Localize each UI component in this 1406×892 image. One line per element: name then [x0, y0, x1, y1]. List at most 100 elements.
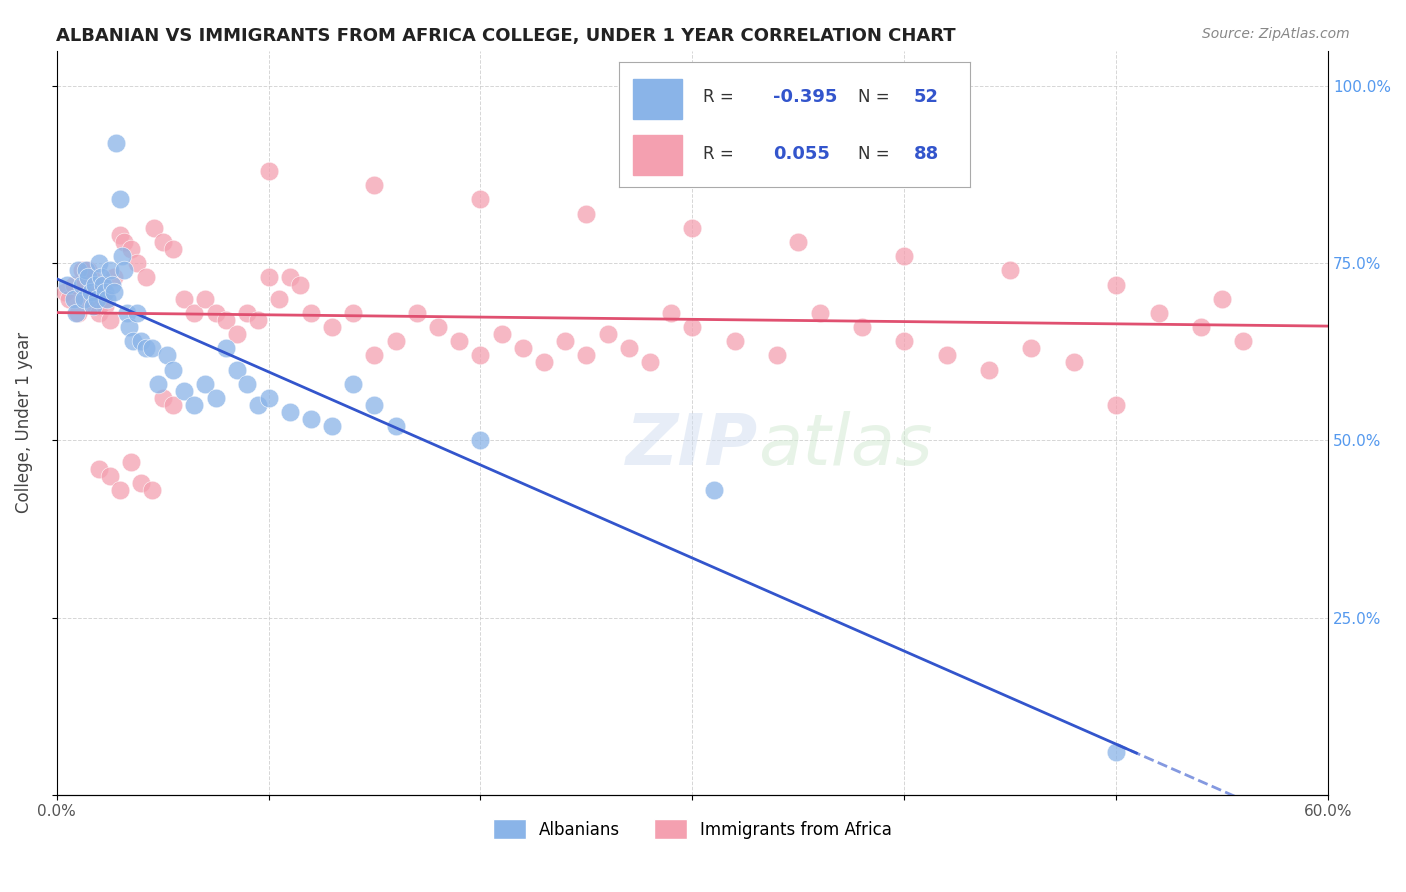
Point [617, 341, 640, 355]
Point [75, 292, 97, 306]
Point [62, 292, 84, 306]
Text: R =: R = [703, 145, 744, 162]
Point [108, 227, 131, 242]
Point [152, 391, 174, 405]
Point [73, 277, 96, 292]
Point [470, 348, 492, 362]
Point [1105, 277, 1128, 292]
Point [1063, 355, 1085, 369]
Point [491, 327, 513, 342]
Point [194, 292, 217, 306]
Point [299, 412, 322, 426]
Point [79, 285, 101, 299]
Point [87, 256, 110, 270]
Point [1189, 320, 1212, 334]
Point [83, 299, 105, 313]
Point [512, 341, 534, 355]
Point [127, 256, 149, 270]
Point [470, 434, 492, 448]
Point [83, 277, 105, 292]
Point [115, 306, 138, 320]
Point [65, 306, 87, 320]
Point [533, 355, 555, 369]
Point [162, 242, 184, 256]
Text: atlas: atlas [758, 410, 932, 480]
Point [269, 292, 291, 306]
Y-axis label: College, Under 1 year: College, Under 1 year [15, 332, 32, 513]
Point [204, 391, 226, 405]
Point [575, 348, 598, 362]
Point [58, 292, 80, 306]
Point [681, 220, 703, 235]
Point [152, 235, 174, 249]
Point [215, 341, 238, 355]
Point [173, 292, 195, 306]
Point [1211, 292, 1233, 306]
Point [98, 313, 121, 327]
Point [596, 327, 619, 342]
Point [405, 306, 427, 320]
Point [342, 306, 364, 320]
Point [1021, 341, 1043, 355]
Point [162, 398, 184, 412]
Point [257, 164, 280, 178]
Point [246, 398, 269, 412]
Point [162, 362, 184, 376]
Point [141, 483, 163, 497]
Point [554, 334, 576, 349]
Point [1000, 263, 1022, 277]
Text: 88: 88 [914, 145, 939, 162]
Text: Source: ZipAtlas.com: Source: ZipAtlas.com [1202, 27, 1350, 41]
Point [79, 270, 101, 285]
Text: 0.055: 0.055 [773, 145, 830, 162]
Point [173, 384, 195, 398]
Legend: Albanians, Immigrants from Africa: Albanians, Immigrants from Africa [486, 813, 898, 846]
Point [135, 270, 157, 285]
Point [122, 334, 145, 349]
Point [141, 341, 163, 355]
Point [575, 207, 598, 221]
Point [851, 320, 873, 334]
Point [98, 468, 121, 483]
Point [299, 306, 322, 320]
Point [977, 362, 1000, 376]
Point [236, 306, 259, 320]
Point [225, 362, 247, 376]
Point [100, 277, 122, 292]
Point [56, 277, 79, 292]
Point [77, 263, 100, 277]
Point [111, 249, 134, 263]
Point [342, 376, 364, 391]
Point [77, 270, 100, 285]
Point [808, 306, 831, 320]
Point [53, 285, 76, 299]
Bar [633, 135, 682, 175]
Point [131, 334, 153, 349]
Point [108, 193, 131, 207]
Text: -0.395: -0.395 [773, 88, 838, 106]
Point [363, 348, 385, 362]
Point [94, 285, 117, 299]
Point [449, 334, 471, 349]
Point [120, 242, 142, 256]
Point [638, 355, 661, 369]
Text: N =: N = [858, 145, 894, 162]
Point [90, 270, 112, 285]
Point [183, 306, 205, 320]
Point [204, 306, 226, 320]
Point [363, 398, 385, 412]
Point [103, 270, 125, 285]
Point [62, 277, 84, 292]
Point [1105, 398, 1128, 412]
Bar [633, 78, 682, 119]
Point [194, 376, 217, 391]
Point [112, 235, 135, 249]
Point [66, 306, 89, 320]
Point [363, 178, 385, 193]
Point [321, 419, 343, 434]
Point [321, 320, 343, 334]
Point [1147, 306, 1170, 320]
Point [257, 391, 280, 405]
Point [143, 220, 166, 235]
Text: R =: R = [703, 88, 740, 106]
